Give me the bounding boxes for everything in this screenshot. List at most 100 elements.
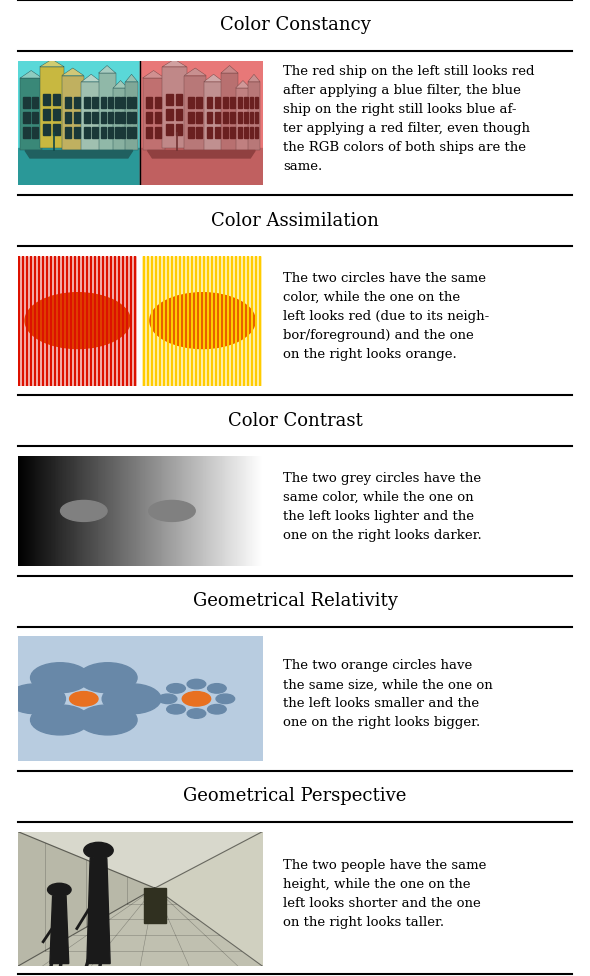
Text: The two circles have the same
color, while the one on the
left looks red (due to: The two circles have the same color, whi… xyxy=(283,271,490,361)
Bar xyxy=(254,256,256,386)
Bar xyxy=(74,127,80,138)
Bar xyxy=(155,256,156,386)
Bar xyxy=(92,111,97,123)
Bar xyxy=(186,256,188,386)
Bar xyxy=(199,256,201,386)
Polygon shape xyxy=(148,150,255,158)
Bar xyxy=(179,256,181,386)
Bar xyxy=(22,256,24,386)
Bar xyxy=(26,256,28,386)
Bar xyxy=(155,127,161,138)
Bar xyxy=(176,124,182,136)
Bar xyxy=(58,256,60,386)
Polygon shape xyxy=(81,74,101,82)
Circle shape xyxy=(187,679,206,689)
Bar xyxy=(238,256,240,386)
Bar xyxy=(32,97,38,108)
Bar xyxy=(235,256,237,386)
Bar xyxy=(65,111,71,123)
Bar xyxy=(224,111,228,123)
Bar xyxy=(18,148,140,185)
Bar xyxy=(40,66,64,148)
Bar xyxy=(110,256,112,386)
Bar xyxy=(230,127,235,138)
Bar xyxy=(38,256,40,386)
Bar xyxy=(171,256,172,386)
Circle shape xyxy=(158,694,177,704)
Bar xyxy=(62,256,64,386)
Bar xyxy=(186,256,188,386)
Bar xyxy=(114,256,116,386)
Bar xyxy=(78,256,80,386)
Bar xyxy=(86,256,87,386)
Bar xyxy=(146,111,152,123)
Bar xyxy=(215,256,217,386)
Text: Color Constancy: Color Constancy xyxy=(219,17,371,34)
Bar xyxy=(74,256,76,386)
Polygon shape xyxy=(20,70,42,78)
Bar xyxy=(250,97,253,108)
Bar xyxy=(250,111,253,123)
Bar xyxy=(34,256,35,386)
Bar xyxy=(166,256,168,386)
Text: The two grey circles have the
same color, while the one on
the left looks lighte: The two grey circles have the same color… xyxy=(283,472,482,542)
Circle shape xyxy=(78,705,137,735)
Bar xyxy=(81,256,84,386)
Bar xyxy=(247,256,248,386)
Text: The red ship on the left still looks red
after applying a blue filter, the blue
: The red ship on the left still looks red… xyxy=(283,64,535,173)
Bar xyxy=(206,127,212,138)
Bar xyxy=(244,127,248,138)
Bar xyxy=(116,127,120,138)
Bar xyxy=(20,78,42,150)
Bar xyxy=(248,82,260,150)
Bar xyxy=(62,256,64,386)
Polygon shape xyxy=(143,70,165,78)
Circle shape xyxy=(102,684,161,713)
Bar xyxy=(24,111,30,123)
Bar xyxy=(132,97,136,108)
Bar xyxy=(101,127,106,138)
Bar xyxy=(166,124,173,136)
Bar xyxy=(26,256,28,386)
Circle shape xyxy=(150,293,255,348)
Bar xyxy=(122,256,123,386)
Bar xyxy=(132,127,136,138)
Bar xyxy=(182,256,184,386)
Bar xyxy=(204,82,224,150)
Bar xyxy=(176,109,182,120)
Bar xyxy=(206,111,212,123)
Bar xyxy=(251,256,253,386)
Bar xyxy=(65,97,71,108)
Bar xyxy=(44,124,50,136)
Polygon shape xyxy=(18,888,263,966)
Bar xyxy=(242,256,244,386)
Polygon shape xyxy=(87,859,110,963)
Bar xyxy=(101,97,106,108)
Bar xyxy=(122,127,126,138)
Polygon shape xyxy=(18,832,263,888)
Text: Geometrical Relativity: Geometrical Relativity xyxy=(192,592,398,610)
Bar xyxy=(106,256,107,386)
Bar xyxy=(163,256,165,386)
Circle shape xyxy=(216,694,235,704)
Bar xyxy=(155,97,161,108)
Bar xyxy=(175,256,176,386)
Bar xyxy=(127,127,131,138)
Bar xyxy=(244,97,248,108)
Circle shape xyxy=(48,883,71,896)
Bar xyxy=(238,127,242,138)
Bar xyxy=(132,111,136,123)
Bar xyxy=(146,127,152,138)
Bar xyxy=(140,61,263,185)
Bar xyxy=(81,82,101,150)
Bar xyxy=(235,88,250,150)
Circle shape xyxy=(31,705,89,735)
Bar xyxy=(101,111,106,123)
Bar xyxy=(54,256,55,386)
Bar xyxy=(184,75,206,150)
Bar xyxy=(116,97,120,108)
Bar xyxy=(258,256,260,386)
Bar xyxy=(117,256,120,386)
Bar xyxy=(215,256,217,386)
Circle shape xyxy=(149,501,195,521)
